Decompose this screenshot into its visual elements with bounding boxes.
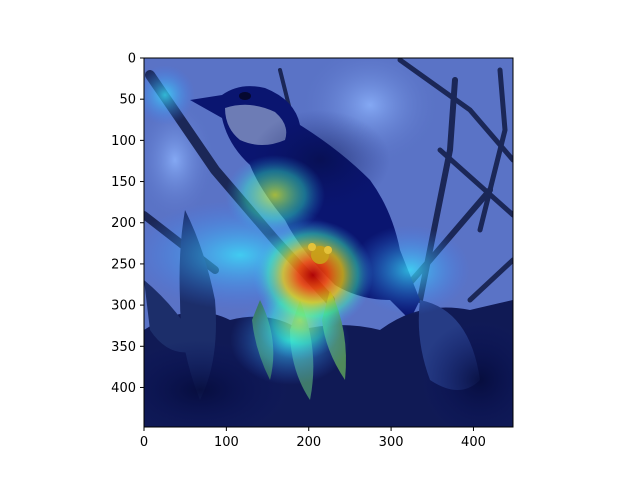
y-tick-label: 150 — [111, 175, 136, 190]
heatmap-glow-cyan — [144, 65, 195, 125]
flower-bud — [308, 243, 332, 264]
heatmap-image — [144, 58, 513, 427]
y-tick-label: 100 — [111, 134, 136, 149]
x-tick-label: 400 — [461, 435, 486, 450]
heatmap-glow-warm — [225, 155, 325, 235]
y-tick-label: 350 — [111, 340, 136, 355]
heatmap-hotspot — [253, 220, 373, 330]
x-tick-label: 300 — [379, 435, 404, 450]
y-axis-ticks: 0 50 100 150 200 250 300 350 400 — [111, 52, 144, 396]
x-tick-label: 100 — [214, 435, 239, 450]
heatmap-glow-cyan — [350, 225, 470, 315]
y-tick-label: 250 — [111, 257, 136, 272]
y-tick-label: 300 — [111, 299, 136, 314]
light-sky-patch — [144, 100, 215, 220]
x-tick-label: 200 — [296, 435, 321, 450]
x-axis-ticks: 0 100 200 300 400 — [140, 427, 486, 450]
axes-frame — [143, 57, 514, 428]
y-tick-label: 0 — [128, 52, 136, 67]
y-tick-label: 200 — [111, 216, 136, 231]
y-tick-label: 400 — [111, 381, 136, 396]
y-tick-label: 50 — [119, 93, 136, 108]
x-tick-label: 0 — [140, 435, 148, 450]
dark-region — [420, 320, 513, 427]
